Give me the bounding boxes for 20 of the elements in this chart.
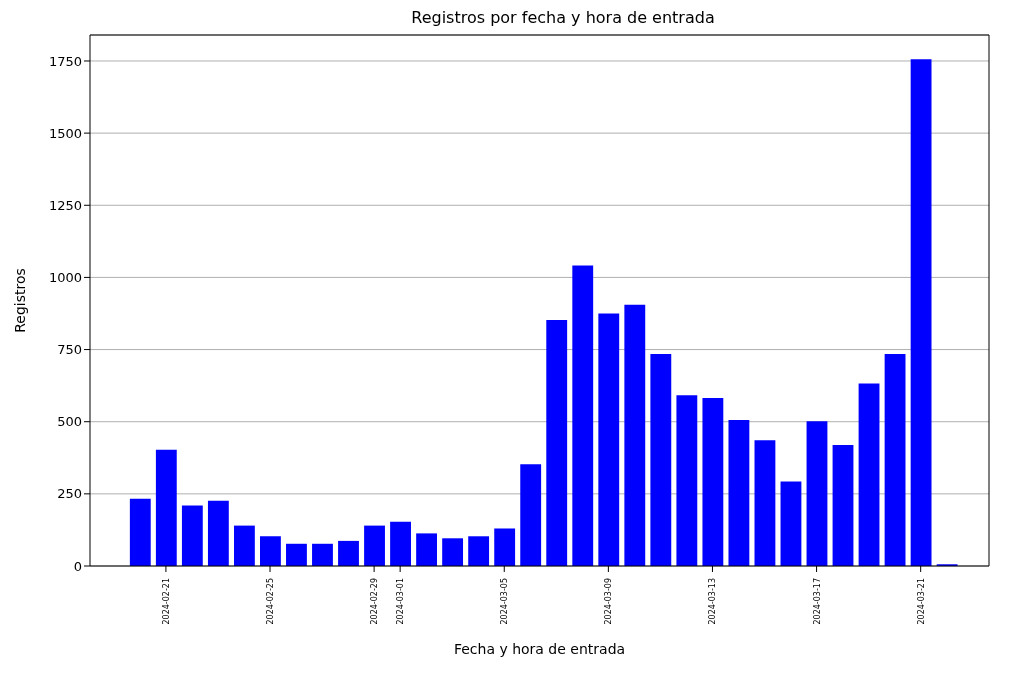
y-tick-label: 0 [73, 558, 82, 574]
y-tick-label: 250 [57, 486, 82, 502]
x-tick-label: 2024-02-29 [370, 578, 380, 625]
x-axis-title: Fecha y hora de entrada [453, 641, 626, 657]
y-tick-label: 1000 [48, 270, 82, 286]
x-tick-label: 2024-03-05 [500, 578, 510, 625]
x-tick-label: 2024-03-17 [812, 578, 822, 625]
y-tick-label: 500 [57, 414, 82, 430]
chart-title: Registros por fecha y hora de entrada [410, 8, 716, 27]
x-tick-label: 2024-02-25 [266, 578, 276, 625]
y-axis-title: Registros [11, 268, 28, 333]
y-tick-label: 750 [57, 342, 82, 358]
x-tick-label: 2024-03-13 [708, 578, 718, 625]
x-tick-label: 2024-03-09 [604, 578, 614, 625]
y-tick-label: 1750 [48, 53, 82, 69]
x-tick-label: 2024-03-21 [916, 578, 926, 625]
x-tick-label: 2024-03-01 [396, 578, 406, 625]
y-tick-label: 1250 [48, 197, 82, 213]
y-tick-label: 1500 [48, 125, 82, 141]
x-tick-label: 2024-02-21 [161, 578, 171, 625]
